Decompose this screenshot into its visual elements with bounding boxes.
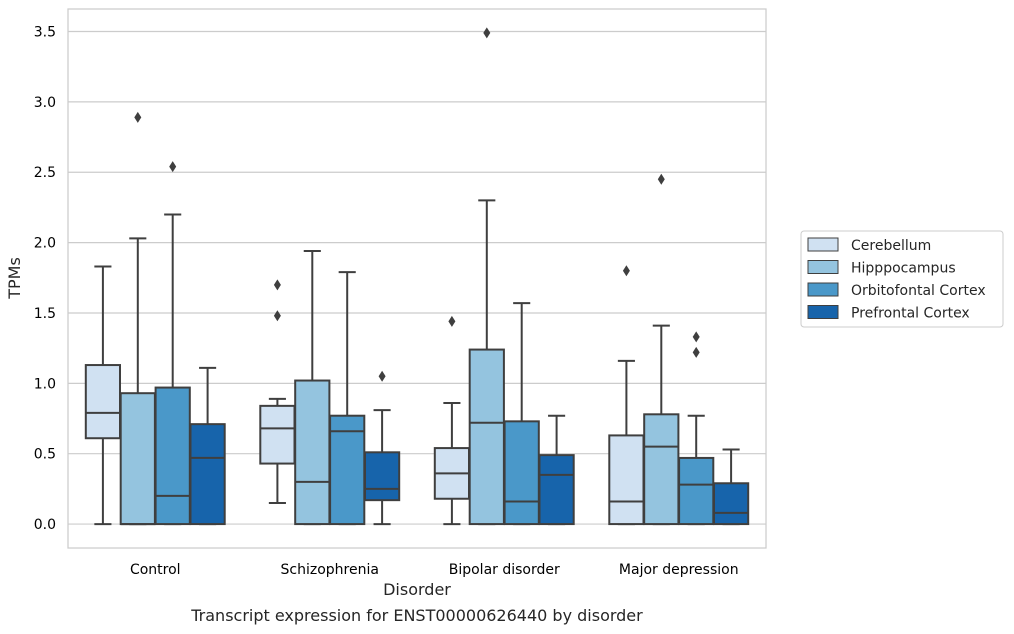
box [189, 423, 226, 526]
y-tick-label: 3.5 [34, 25, 56, 41]
box [294, 379, 331, 526]
x-axis-label: Disorder [383, 580, 451, 599]
y-tick-label: 2.0 [34, 236, 56, 252]
outlier-marker [273, 279, 281, 291]
y-tick-label: 2.5 [34, 165, 56, 181]
legend-label: Hipppocampus [851, 261, 956, 277]
outlier-marker [483, 27, 491, 39]
y-tick-label: 0.5 [34, 447, 56, 463]
box [154, 386, 191, 526]
legend-frame [800, 230, 1004, 328]
box [84, 364, 122, 440]
legend-swatch [807, 237, 839, 252]
outlier-marker [622, 265, 630, 277]
y-tick-label: 1.0 [34, 376, 56, 392]
box [643, 413, 680, 526]
outlier-marker [692, 346, 700, 358]
x-tick-label: Bipolar disorder [449, 562, 560, 578]
box [503, 420, 540, 526]
box [712, 482, 750, 526]
box [119, 392, 156, 526]
box [329, 414, 366, 526]
x-axis-ticks: Control Schizophrenia Bipolar disorder Majo… [130, 562, 739, 578]
box-series [84, 27, 750, 526]
legend-label: Orbitofontal Cortex [851, 283, 986, 299]
outlier-marker [169, 161, 177, 173]
outlier-marker [134, 111, 142, 123]
box [259, 404, 296, 465]
outlier-marker [273, 310, 281, 322]
legend-swatch [807, 305, 839, 319]
box [608, 434, 645, 526]
box [363, 451, 401, 502]
outlier-marker [692, 331, 700, 343]
y-axis-ticks: 0.0 0.5 1.0 1.5 2.0 2.5 3.0 3.5 [34, 25, 56, 534]
legend-swatch [807, 282, 839, 297]
y-axis-label: TPMs [5, 257, 24, 300]
figure-caption: Transcript expression for ENST0000062644… [191, 606, 643, 625]
outlier-marker [378, 370, 386, 382]
x-tick-label: Schizophrenia [281, 562, 379, 578]
legend-swatch [807, 260, 839, 274]
box [538, 454, 575, 526]
x-tick-label: Major depression [619, 562, 739, 578]
outlier-marker [448, 315, 456, 327]
box [678, 456, 715, 526]
outlier-marker [657, 173, 665, 185]
legend: Cerebellum Hipppocampus Orbitofontal Corte… [800, 230, 1004, 328]
legend-label: Cerebellum [851, 238, 931, 254]
y-tick-label: 3.0 [34, 95, 56, 111]
box [468, 348, 505, 526]
plot-area-frame [67, 8, 767, 549]
legend-label: Prefrontal Cortex [851, 306, 970, 322]
y-tick-label: 1.5 [34, 306, 56, 322]
y-tick-label: 0.0 [34, 517, 56, 533]
x-tick-label: Control [130, 562, 181, 578]
